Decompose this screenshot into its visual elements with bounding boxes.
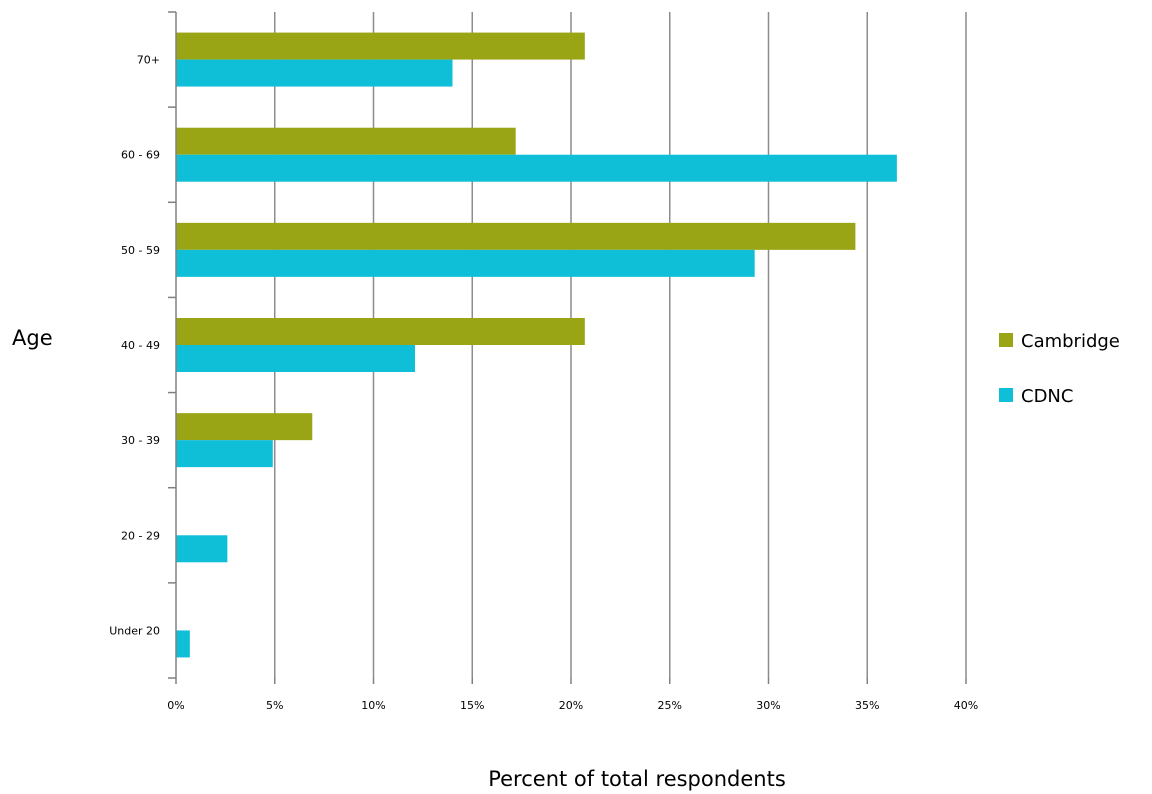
x-tick-label: 0% <box>167 699 184 712</box>
legend-swatch-cdnc <box>999 388 1013 402</box>
y-tick-label: 60 - 69 <box>121 149 160 162</box>
x-tick-label: 5% <box>266 699 283 712</box>
bar-cambridge-70 <box>176 33 585 60</box>
bar-cambridge-30-39 <box>176 413 312 440</box>
x-tick-label: 30% <box>756 699 780 712</box>
bar-cdnc-70 <box>176 60 453 87</box>
y-tick-label: 40 - 49 <box>121 339 160 352</box>
bar-cdnc-60-69 <box>176 155 897 182</box>
x-tick-label: 10% <box>361 699 385 712</box>
bar-cdnc-30-39 <box>176 440 273 467</box>
y-tick-label: 20 - 29 <box>121 529 160 542</box>
bar-cdnc-under-20 <box>176 630 190 657</box>
x-tick-label: 25% <box>658 699 682 712</box>
bar-cambridge-60-69 <box>176 128 516 155</box>
y-tick-label: 30 - 39 <box>121 434 160 447</box>
bar-cambridge-50-59 <box>176 223 855 250</box>
x-tick-label: 20% <box>559 699 583 712</box>
y-tick-labels: Under 20 20 - 29 30 - 39 40 - 49 50 - 59 60 -… <box>109 54 160 638</box>
x-axis-title: Percent of total respondents <box>488 767 786 791</box>
y-tick-label: 50 - 59 <box>121 244 160 257</box>
bar-cambridge-40-49 <box>176 318 585 345</box>
legend: Cambridge CDNC <box>999 331 1120 407</box>
legend-label-cdnc: CDNC <box>1021 386 1073 407</box>
x-tick-label: 35% <box>855 699 879 712</box>
y-tick-label: 70+ <box>137 54 160 67</box>
bars-layer <box>176 33 897 658</box>
x-tick-label: 15% <box>460 699 484 712</box>
y-tick-label: Under 20 <box>109 624 160 637</box>
bar-cdnc-40-49 <box>176 345 415 372</box>
x-tick-labels: 0% 5% 10% 15% 20% 25% 30% 35% 40% <box>167 699 978 712</box>
bar-cdnc-50-59 <box>176 250 755 277</box>
legend-swatch-cambridge <box>999 333 1013 347</box>
bar-cdnc-20-29 <box>176 535 227 562</box>
x-tick-label: 40% <box>954 699 978 712</box>
y-axis-title: Age <box>12 326 53 350</box>
legend-label-cambridge: Cambridge <box>1021 331 1120 352</box>
